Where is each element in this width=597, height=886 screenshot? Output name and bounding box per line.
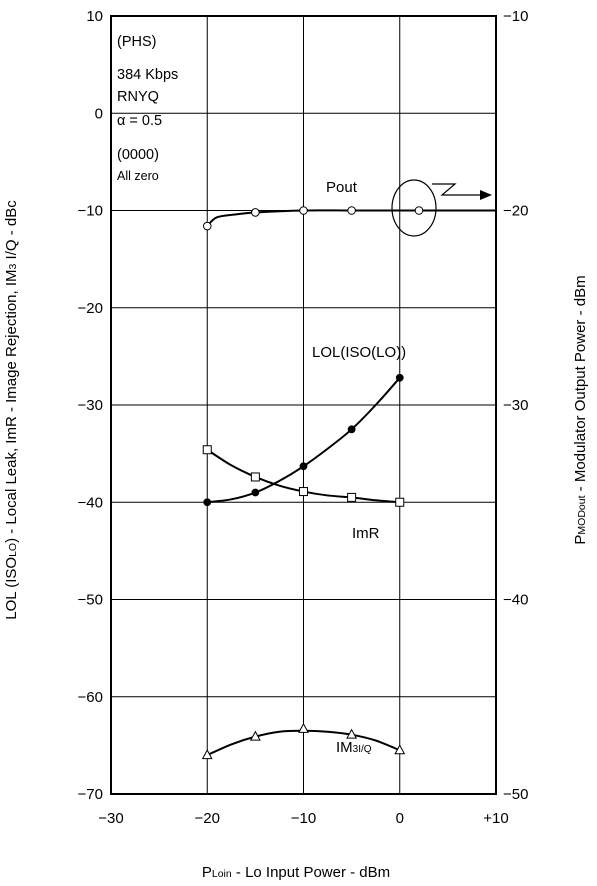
label-im3-main: IM <box>336 739 353 756</box>
marker-lol <box>347 425 356 434</box>
y-right-tick-label: −20 <box>503 203 528 220</box>
conditions-block: (PHS) 384 Kbps RNYQ α = 0.5 (0000) All z… <box>117 34 178 183</box>
marker-lol <box>251 488 260 497</box>
x-tick-label: 0 <box>396 810 404 827</box>
marker-pout <box>251 208 260 217</box>
indicator-ellipse <box>391 179 437 237</box>
label-lol: LOL(ISO(LO)) <box>312 344 406 361</box>
y-left-tick-label: 10 <box>86 8 103 25</box>
marker-pout <box>347 206 356 215</box>
marker-imr <box>202 445 212 455</box>
y-right-tick-label: −10 <box>503 8 528 25</box>
y-left-title-sub-1: LO <box>7 543 19 557</box>
right-axis-indicator <box>391 179 492 237</box>
marker-im3 <box>201 749 213 760</box>
marker-pout <box>299 206 308 215</box>
grid <box>111 16 496 794</box>
x-axis-title-sub: Loin <box>212 868 232 880</box>
label-imr: ImR <box>352 525 380 542</box>
x-tick-label: −30 <box>98 810 123 827</box>
condition-all-zero: All zero <box>117 169 159 183</box>
marker-lol <box>203 498 212 507</box>
marker-imr <box>347 492 357 502</box>
condition-filter: RNYQ <box>117 89 159 105</box>
curves <box>206 209 496 757</box>
y-left-tick-label: −70 <box>78 786 103 803</box>
markers <box>201 206 424 760</box>
y-left-title-part-2: ) - Local Leak, ImR - Image Rejection, I… <box>3 269 20 542</box>
y-left-tick-label: −50 <box>78 592 103 609</box>
x-axis-title-main: P <box>202 864 212 881</box>
y-left-title-part-3: I/Q - dBc <box>3 200 20 264</box>
y-right-title-sub: MODout <box>576 495 588 534</box>
y-left-tick-label: 0 <box>95 105 103 122</box>
indicator-arrow-head <box>480 190 492 200</box>
label-im3: IM3I/Q <box>336 739 372 756</box>
condition-rate: 384 Kbps <box>117 67 178 83</box>
y-left-title-sub-2: 3 <box>7 263 19 269</box>
marker-imr <box>299 487 308 497</box>
marker-lol <box>299 462 308 471</box>
y-left-tick-label: −40 <box>78 494 103 511</box>
marker-im3 <box>298 722 309 733</box>
indicator-arrow-line <box>432 183 486 196</box>
y-left-axis-title: LOL (ISOLO) - Local Leak, ImR - Image Re… <box>3 200 20 620</box>
condition-data: (0000) <box>117 147 159 163</box>
y-left-title-part-1: LOL (ISO <box>3 557 20 620</box>
y-right-axis-title: PMODout - Modulator Output Power - dBm <box>572 275 589 544</box>
marker-im3 <box>394 744 406 755</box>
label-im3-sub: 3I/Q <box>353 744 372 755</box>
condition-phs: (PHS) <box>117 34 156 50</box>
marker-im3 <box>346 728 358 739</box>
x-tick-label: −20 <box>195 810 220 827</box>
y-left-tick-label: −30 <box>78 397 103 414</box>
plot-frame <box>110 15 497 795</box>
x-axis-title-rest: - Lo Input Power - dBm <box>232 864 390 881</box>
x-axis-title: PLoin - Lo Input Power - dBm <box>202 864 390 881</box>
ticks: −30 −20 −10 0 +10 −70 −60 −50 −40 −30 −20 −10 0 10 −50… <box>78 8 529 827</box>
y-right-tick-label: −50 <box>503 786 528 803</box>
condition-alpha: α = 0.5 <box>117 113 162 129</box>
y-right-tick-label: −40 <box>503 592 528 609</box>
y-right-tick-label: −30 <box>503 397 528 414</box>
y-left-tick-label: −10 <box>78 203 103 220</box>
y-left-tick-label: −20 <box>78 300 103 317</box>
y-right-title-part-1: P <box>572 535 589 545</box>
marker-lol <box>395 373 404 382</box>
marker-imr <box>250 472 260 482</box>
x-tick-label: +10 <box>483 810 508 827</box>
y-left-tick-label: −60 <box>78 689 103 706</box>
marker-imr <box>395 497 405 507</box>
label-pout: Pout <box>326 179 358 196</box>
marker-pout <box>202 221 212 231</box>
marker-im3 <box>249 730 261 741</box>
x-tick-label: −10 <box>291 810 316 827</box>
marker-pout <box>414 206 424 215</box>
y-right-title-part-2: - Modulator Output Power - dBm <box>572 275 589 495</box>
